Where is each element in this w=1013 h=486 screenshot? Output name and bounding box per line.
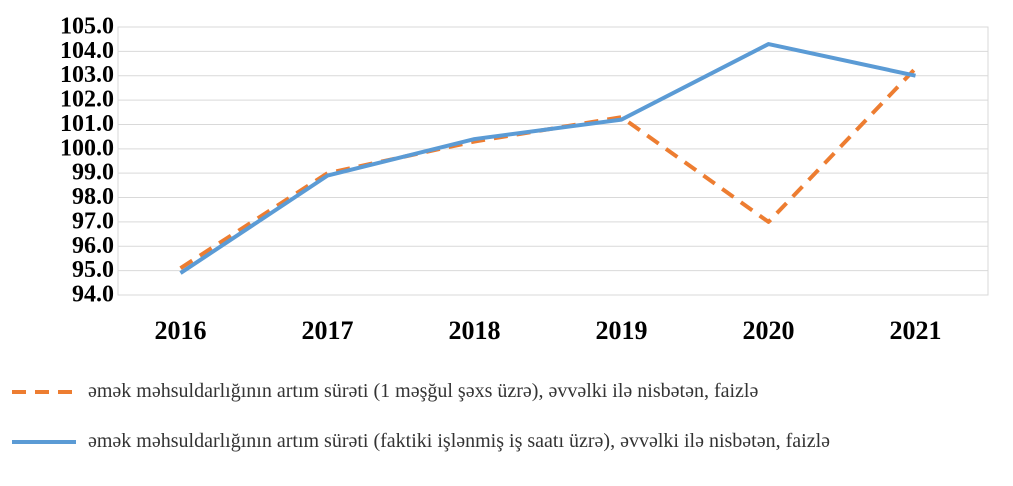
y-tick-label: 94.0	[72, 282, 114, 308]
y-tick-label: 99.0	[72, 160, 114, 186]
x-tick-label: 2020	[743, 316, 795, 345]
x-tick-label: 2021	[890, 316, 942, 345]
y-tick-label: 105.0	[60, 14, 114, 40]
x-tick-label: 2017	[302, 316, 354, 345]
x-tick-label: 2016	[155, 316, 207, 345]
y-tick-label: 103.0	[60, 62, 114, 88]
y-tick-label: 100.0	[60, 135, 114, 161]
y-tick-label: 98.0	[72, 184, 114, 210]
series-line	[179, 42, 916, 275]
legend-swatch	[12, 440, 76, 444]
legend-label: əmək məhsuldarlığının artım sürəti (fakt…	[88, 430, 831, 452]
y-tick-label: 97.0	[72, 208, 114, 234]
x-tick-label: 2018	[449, 316, 501, 345]
y-tick-label: 96.0	[72, 233, 114, 259]
y-tick-label: 101.0	[60, 111, 114, 137]
plot-border	[117, 26, 989, 296]
x-tick-label: 2019	[596, 316, 648, 345]
legend-entry: əmək məhsuldarlığının artım sürəti (fakt…	[0, 428, 1005, 454]
legend-entry: əmək məhsuldarlığının artım sürəti (1 mə…	[0, 378, 1005, 404]
series-line	[179, 67, 917, 270]
chart: 94.095.096.097.098.099.0100.0101.0102.01…	[60, 14, 989, 345]
legend-swatch	[12, 390, 76, 394]
y-tick-label: 102.0	[60, 87, 114, 113]
y-tick-label: 95.0	[72, 257, 114, 283]
y-tick-label: 104.0	[60, 38, 114, 64]
legend-label: əmək məhsuldarlığının artım sürəti (1 mə…	[88, 380, 759, 402]
